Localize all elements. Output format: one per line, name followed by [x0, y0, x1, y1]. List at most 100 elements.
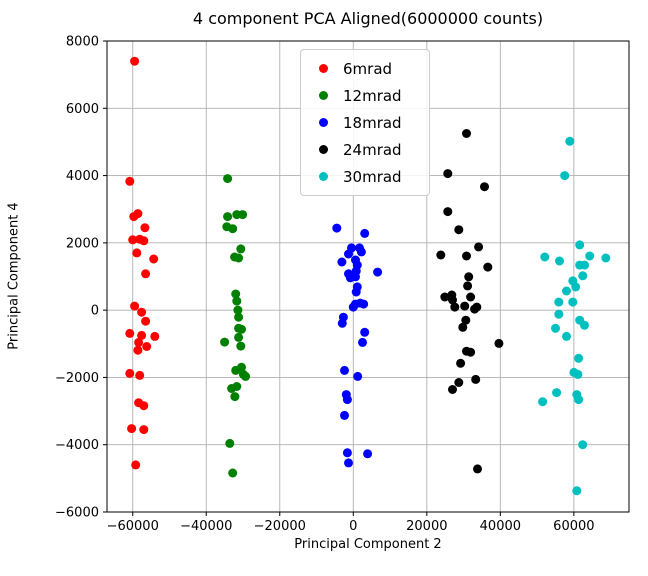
data-point-18mrad: [344, 249, 353, 259]
data-point-6mrad: [139, 425, 149, 435]
data-point-18mrad: [351, 272, 360, 282]
data-point-30mrad: [562, 286, 571, 296]
data-point-6mrad: [127, 424, 137, 434]
data-point-12mrad: [220, 337, 230, 347]
data-point-6mrad: [142, 342, 152, 351]
legend-label-24mrad: 24mrad: [343, 140, 402, 159]
data-point-24mrad: [443, 207, 453, 217]
data-point-24mrad: [440, 292, 450, 302]
data-point-24mrad: [471, 374, 481, 384]
data-point-12mrad: [225, 438, 235, 448]
legend-item-24mrad: 24mrad: [301, 136, 429, 163]
x-axis-label: Principal Component 2: [294, 537, 442, 552]
data-point-24mrad: [480, 182, 489, 192]
data-point-24mrad: [454, 378, 464, 387]
data-point-6mrad: [131, 460, 141, 470]
data-point-12mrad: [234, 332, 244, 342]
legend-item-30mrad: 30mrad: [301, 163, 429, 190]
data-point-6mrad: [125, 368, 135, 378]
x-tick-label: 0: [349, 519, 357, 534]
y-tick-label: −2000: [55, 371, 99, 386]
data-point-6mrad: [130, 56, 140, 66]
data-point-12mrad: [241, 371, 251, 381]
data-point-24mrad: [460, 301, 470, 311]
data-point-24mrad: [462, 129, 471, 138]
data-point-12mrad: [230, 252, 240, 262]
data-point-12mrad: [236, 244, 246, 254]
data-point-6mrad: [149, 254, 159, 264]
legend-label-18mrad: 18mrad: [343, 113, 402, 132]
data-point-18mrad: [353, 371, 363, 381]
legend-marker-30mrad-icon: [319, 172, 328, 181]
y-tick-label: 8000: [66, 35, 99, 50]
data-point-12mrad: [238, 210, 248, 220]
data-point-12mrad: [228, 468, 238, 478]
data-point-6mrad: [133, 345, 143, 355]
legend: 6mrad 12mrad 18mrad 24mrad 30mrad: [300, 49, 430, 196]
data-point-30mrad: [580, 260, 589, 270]
data-point-30mrad: [580, 320, 589, 330]
data-point-12mrad: [232, 296, 242, 306]
data-point-18mrad: [351, 287, 361, 297]
data-point-24mrad: [450, 302, 460, 312]
data-point-18mrad: [344, 458, 353, 468]
data-point-30mrad: [601, 253, 611, 263]
data-point-6mrad: [134, 337, 144, 347]
data-point-30mrad: [574, 353, 584, 363]
x-tick-label: −40000: [180, 519, 232, 534]
y-tick-label: −6000: [55, 506, 99, 521]
data-point-24mrad: [456, 358, 466, 368]
data-point-12mrad: [228, 224, 238, 234]
data-point-12mrad: [231, 289, 241, 299]
legend-label-6mrad: 6mrad: [343, 59, 393, 78]
data-point-24mrad: [461, 315, 471, 325]
legend-item-18mrad: 18mrad: [301, 109, 429, 136]
legend-label-30mrad: 30mrad: [343, 167, 402, 186]
data-point-18mrad: [358, 337, 367, 347]
data-point-6mrad: [125, 328, 135, 338]
y-tick-label: 6000: [66, 102, 99, 117]
data-point-30mrad: [560, 171, 570, 181]
data-point-6mrad: [132, 248, 142, 258]
data-point-6mrad: [133, 209, 143, 219]
data-point-6mrad: [137, 307, 147, 317]
data-point-24mrad: [473, 464, 482, 474]
data-point-18mrad: [359, 299, 369, 309]
data-point-24mrad: [462, 251, 471, 261]
data-point-6mrad: [137, 330, 147, 340]
data-point-24mrad: [448, 385, 457, 394]
x-tick-label: 60000: [553, 519, 594, 534]
data-point-30mrad: [552, 388, 562, 398]
data-point-24mrad: [436, 250, 446, 260]
legend-item-12mrad: 12mrad: [301, 82, 429, 109]
data-point-12mrad: [223, 212, 233, 222]
axes-spines: [106, 40, 630, 513]
data-point-18mrad: [332, 223, 342, 233]
data-point-30mrad: [585, 251, 595, 261]
chart-title: 4 component PCA Aligned(6000000 counts): [192, 9, 544, 28]
data-point-18mrad: [360, 327, 370, 337]
legend-marker-6mrad-icon: [319, 64, 328, 73]
data-point-30mrad: [571, 282, 581, 292]
data-point-24mrad: [483, 262, 493, 272]
data-point-30mrad: [554, 297, 564, 307]
data-point-6mrad: [135, 370, 145, 380]
data-point-24mrad: [464, 272, 474, 282]
data-point-6mrad: [128, 235, 138, 245]
data-point-24mrad: [454, 225, 464, 235]
data-point-12mrad: [223, 174, 233, 184]
data-point-18mrad: [342, 448, 352, 458]
data-point-30mrad: [540, 252, 550, 262]
data-point-24mrad: [472, 302, 482, 312]
data-point-24mrad: [448, 295, 457, 305]
data-point-12mrad: [237, 362, 246, 372]
data-point-18mrad: [337, 318, 347, 328]
y-axis-label: Principal Component 4: [6, 202, 22, 350]
data-point-12mrad: [237, 324, 246, 334]
legend-marker-18mrad-icon: [319, 118, 328, 127]
y-tick-label: 4000: [66, 169, 99, 184]
data-point-6mrad: [139, 401, 149, 411]
data-point-18mrad: [348, 302, 358, 312]
data-point-30mrad: [551, 323, 560, 333]
data-point-24mrad: [443, 169, 453, 179]
